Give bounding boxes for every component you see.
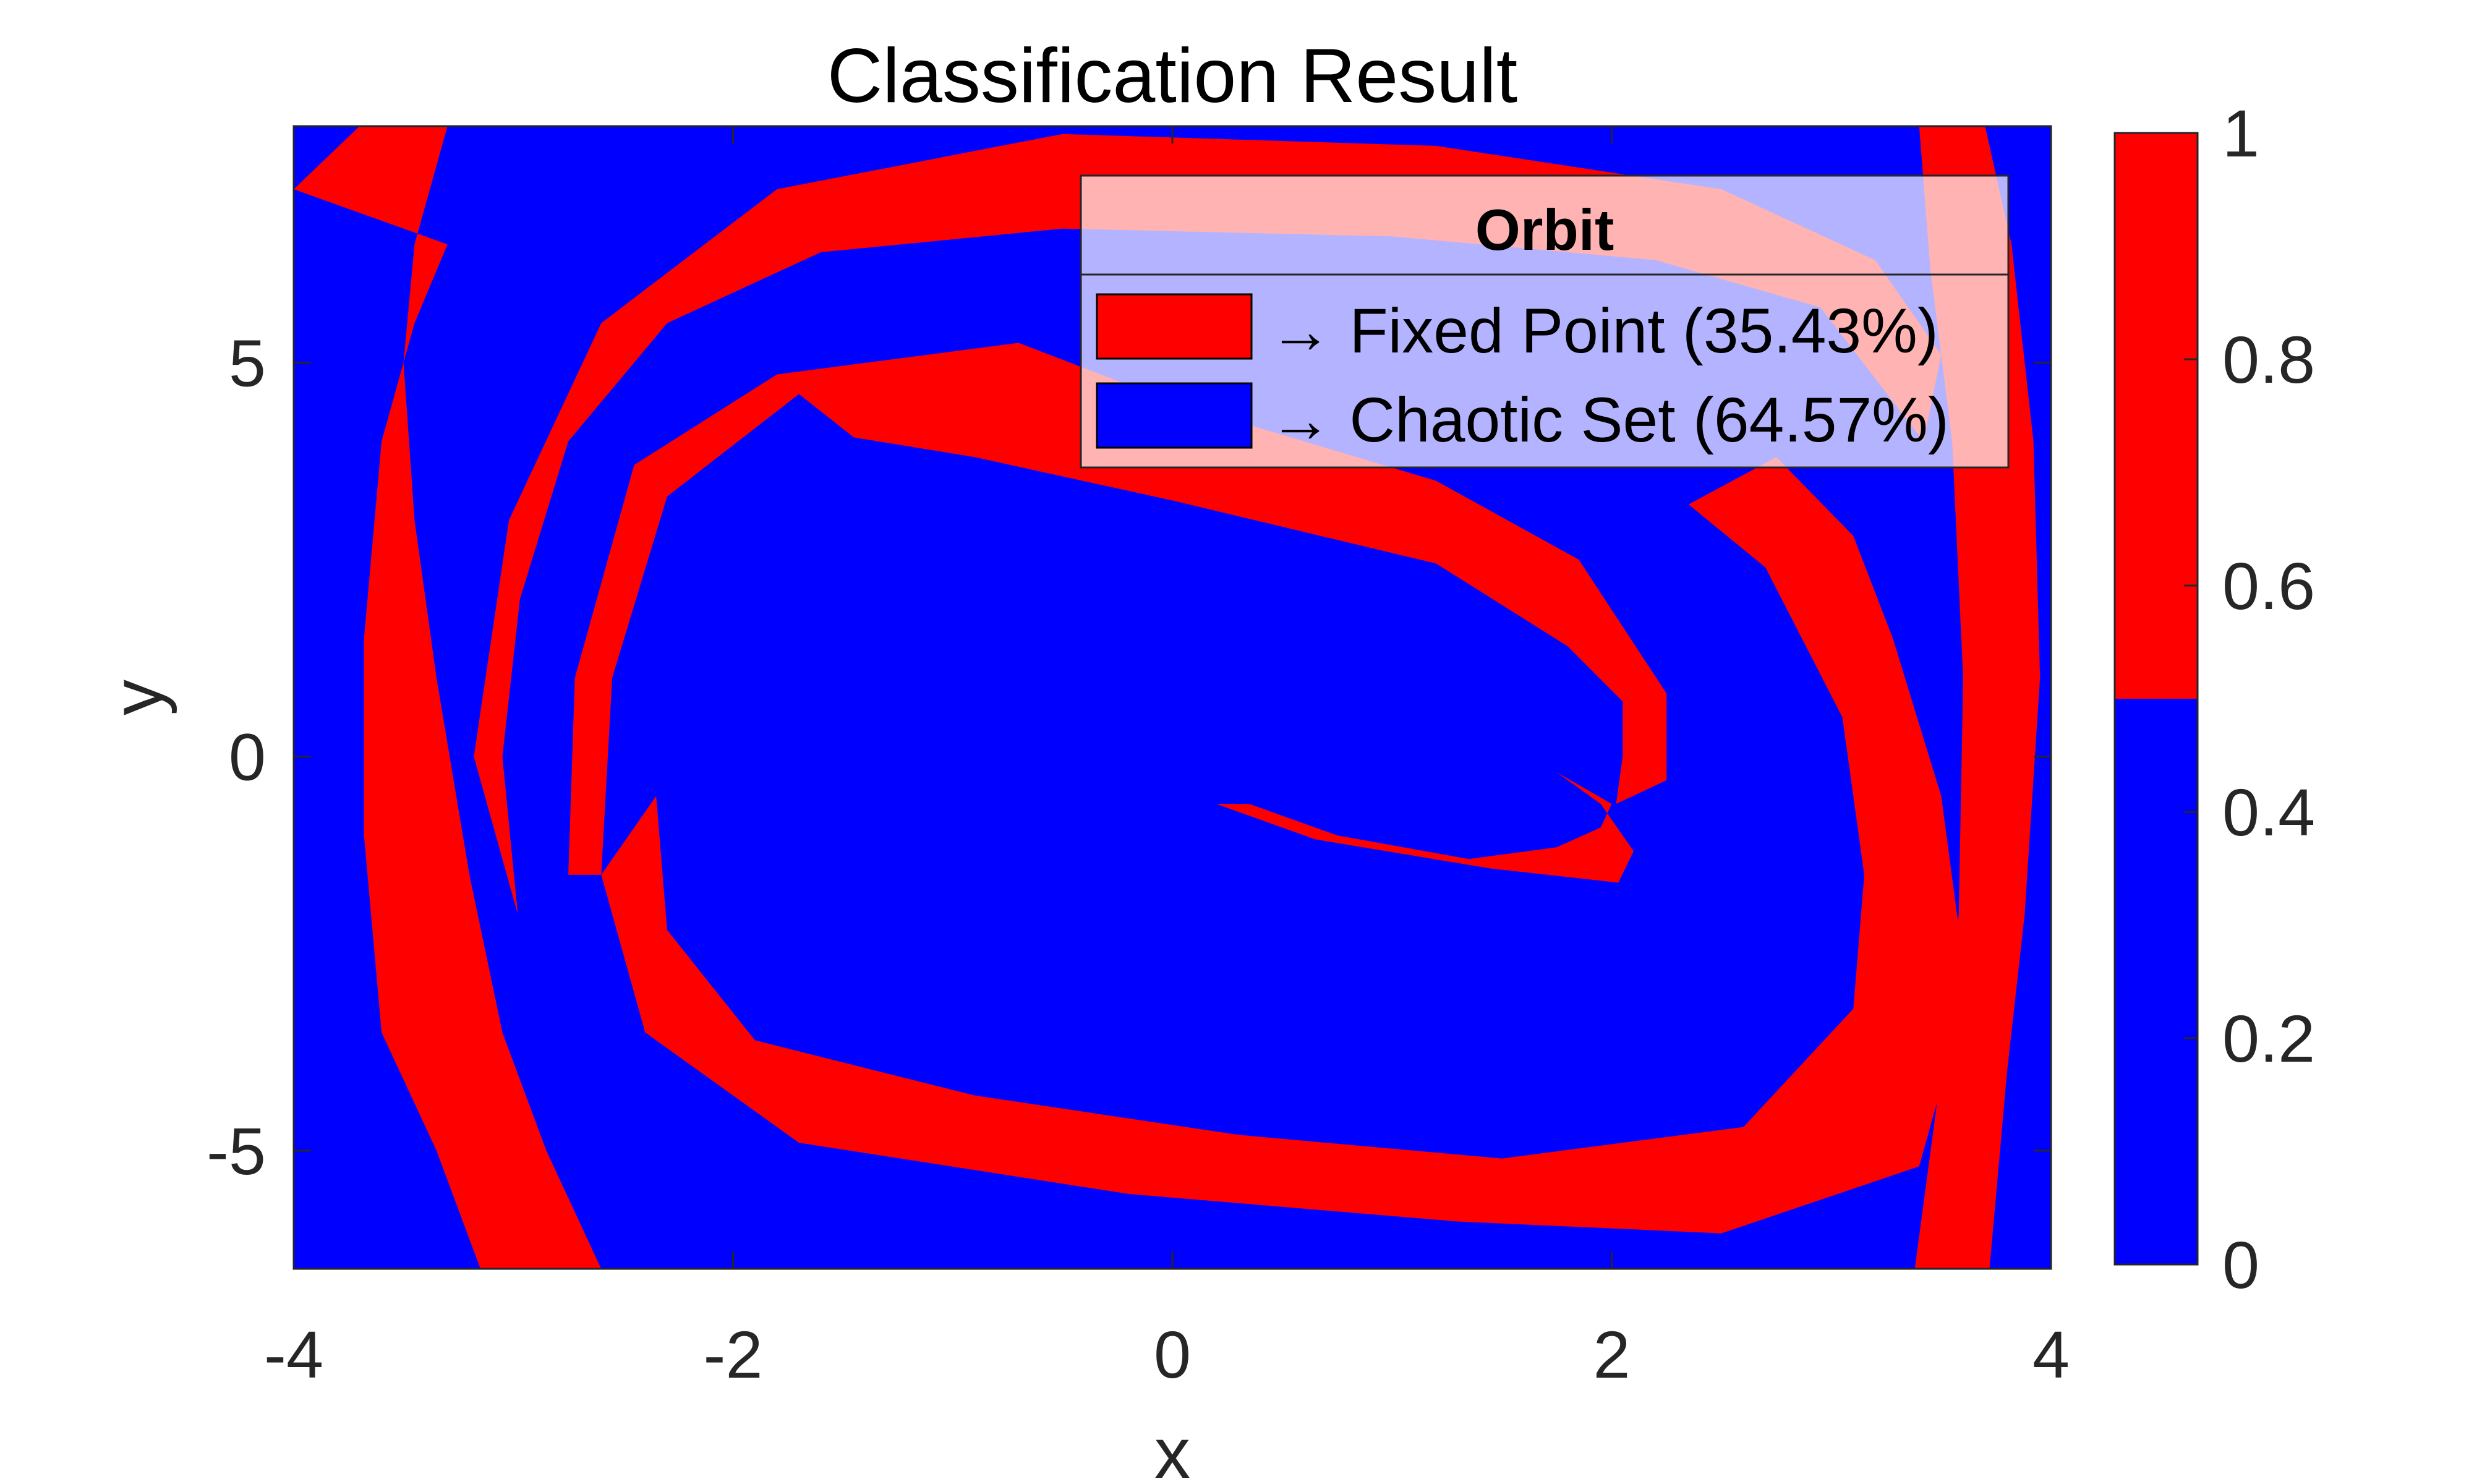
legend-label-fixed-point: → Fixed Point (35.43%)	[1269, 296, 1938, 366]
colorbar-tick-label: 0.6	[2222, 548, 2315, 623]
colorbar-low-segment	[2115, 699, 2198, 1264]
x-tick-label: 4	[2032, 1317, 2070, 1392]
y-tick-label: -5	[207, 1114, 266, 1188]
legend-title: Orbit	[1475, 197, 1614, 262]
colorbar-frame	[2113, 132, 2199, 1266]
x-axis-label: x	[1154, 1413, 1190, 1484]
legend-label-chaotic-set: → Chaotic Set (64.57%)	[1269, 385, 1949, 455]
colorbar-tick-label: 0.8	[2222, 322, 2315, 397]
legend-title-box	[1080, 174, 2010, 276]
chart-title: Classification Result	[827, 33, 1517, 119]
fixed-point-region-inner-hook	[1216, 772, 1634, 883]
colorbar-tick-label: 1	[2222, 96, 2259, 171]
x-axis: -4 -2 0 2 4	[264, 126, 2070, 1392]
legend-swatch-chaotic-set	[1096, 382, 1253, 449]
colorbar-ticks: 0 0.2 0.4 0.6 0.8 1	[2184, 96, 2315, 1302]
y-tick-label: 0	[229, 720, 266, 795]
x-tick-label: -4	[264, 1317, 323, 1392]
fixed-point-region-lower-band	[601, 457, 1968, 1234]
colorbar-tick-label: 0	[2222, 1227, 2259, 1302]
x-tick-label: 2	[1593, 1317, 1630, 1392]
legend-swatch-fixed-point	[1096, 293, 1253, 360]
x-tick-label: -2	[703, 1317, 762, 1392]
fixed-point-region-outer-band	[294, 126, 602, 1269]
y-axis-label: y	[97, 680, 177, 715]
colorbar-high-segment	[2115, 133, 2198, 699]
y-axis: -5 0 5	[207, 325, 2051, 1188]
colorbar: 0 0.2 0.4 0.6 0.8 1	[2113, 96, 2315, 1302]
legend: Orbit → Fixed Point (35.43%) → Chaotic S…	[1080, 174, 2010, 469]
colorbar-tick-label: 0.2	[2222, 1001, 2315, 1076]
x-tick-label: 0	[1154, 1317, 1191, 1392]
colorbar-tick-label: 0.4	[2222, 775, 2315, 850]
y-tick-label: 5	[229, 325, 266, 400]
fixed-point-region-central-band	[568, 343, 1667, 875]
